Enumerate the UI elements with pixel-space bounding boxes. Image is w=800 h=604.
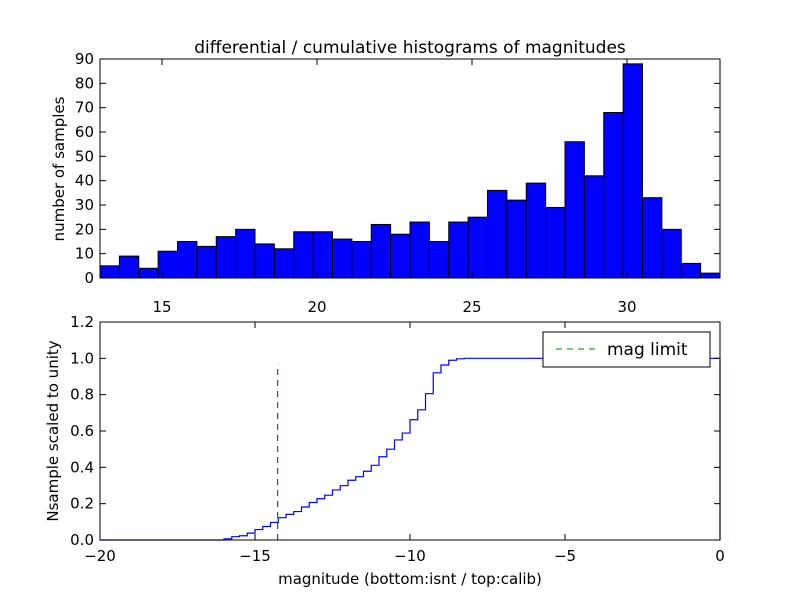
histogram-bar (642, 197, 663, 279)
histogram-bar (254, 243, 275, 279)
histogram-bar (680, 262, 702, 279)
legend: mag limit (542, 331, 711, 368)
histogram-bar (370, 223, 392, 279)
y-tick-label: 90 (75, 50, 94, 68)
histogram-bar (196, 245, 217, 279)
histogram-bar (312, 231, 333, 279)
y-tick-label: 0.8 (70, 386, 94, 404)
histogram-bar (351, 241, 372, 279)
histogram-bar (99, 265, 120, 279)
histogram-bar (603, 112, 624, 279)
x-tick-label: −20 (84, 547, 116, 565)
histogram-bar (118, 255, 140, 279)
x-tick-label: 0 (715, 547, 725, 565)
histogram-bar (273, 248, 295, 279)
bottom-xlabel: magnitude (bottom:isnt / top:calib) (278, 570, 542, 588)
histogram-bar (157, 250, 178, 279)
histogram-bar (622, 63, 643, 279)
bottom-ylabel: Nsample scaled to unity (44, 340, 62, 521)
y-tick-label: 0.6 (70, 422, 94, 440)
y-tick-label: 30 (75, 196, 94, 214)
top-ylabel: number of samples (50, 96, 68, 241)
histogram-bar (215, 236, 237, 279)
top-bars (99, 63, 721, 279)
y-tick-label: 0 (84, 269, 94, 287)
y-tick-label: 1.2 (70, 313, 94, 331)
y-tick-label: 0.4 (70, 458, 94, 476)
histogram-bar (177, 241, 198, 279)
y-tick-label: 80 (75, 74, 94, 92)
y-tick-label: 40 (75, 172, 94, 190)
histogram-bar (332, 238, 353, 279)
legend-label: mag limit (607, 340, 688, 360)
histogram-bar (467, 216, 488, 279)
y-tick-label: 0.2 (70, 495, 94, 513)
top-title: differential / cumulative histograms of … (194, 38, 626, 58)
cumulative-step-line (100, 357, 721, 541)
x-tick-label: 20 (307, 298, 326, 316)
histogram-bar (390, 233, 411, 279)
top-ticks: 15 20 25 30 0 10 20 30 40 50 60 70 80 90 (75, 50, 720, 316)
y-tick-label: 1.0 (70, 349, 94, 367)
bottom-plot (100, 357, 721, 541)
histogram-bar (138, 267, 159, 279)
x-tick-label: −5 (554, 547, 576, 565)
y-tick-label: 0.0 (70, 531, 94, 549)
bottom-ticks: −20 −15 −10 −5 0 0.0 0.2 0.4 0.6 0.8 1.0 1.2 (70, 313, 725, 565)
x-tick-label: −10 (394, 547, 426, 565)
histogram-bar (409, 221, 430, 279)
y-tick-label: 60 (75, 123, 94, 141)
histogram-bar (448, 221, 469, 279)
x-tick-label: 30 (617, 298, 636, 316)
y-tick-label: 20 (75, 220, 94, 238)
histogram-bar (661, 228, 682, 279)
histogram-bar (583, 175, 605, 279)
histogram-bar (293, 231, 314, 279)
histogram-bar (700, 272, 721, 279)
y-tick-label: 50 (75, 147, 94, 165)
histogram-bar (235, 228, 256, 279)
histogram-bar (487, 189, 508, 279)
histogram-bar (545, 206, 566, 279)
x-tick-label: −15 (239, 547, 271, 565)
x-tick-label: 25 (462, 298, 481, 316)
histogram-bar (525, 182, 547, 279)
histogram-bar (506, 199, 527, 279)
histogram-bar (428, 241, 450, 279)
top-axes-frame (99, 58, 721, 279)
x-tick-label: 15 (152, 298, 171, 316)
y-tick-label: 70 (75, 99, 94, 117)
y-tick-label: 10 (75, 245, 94, 263)
histogram-bar (564, 141, 585, 279)
